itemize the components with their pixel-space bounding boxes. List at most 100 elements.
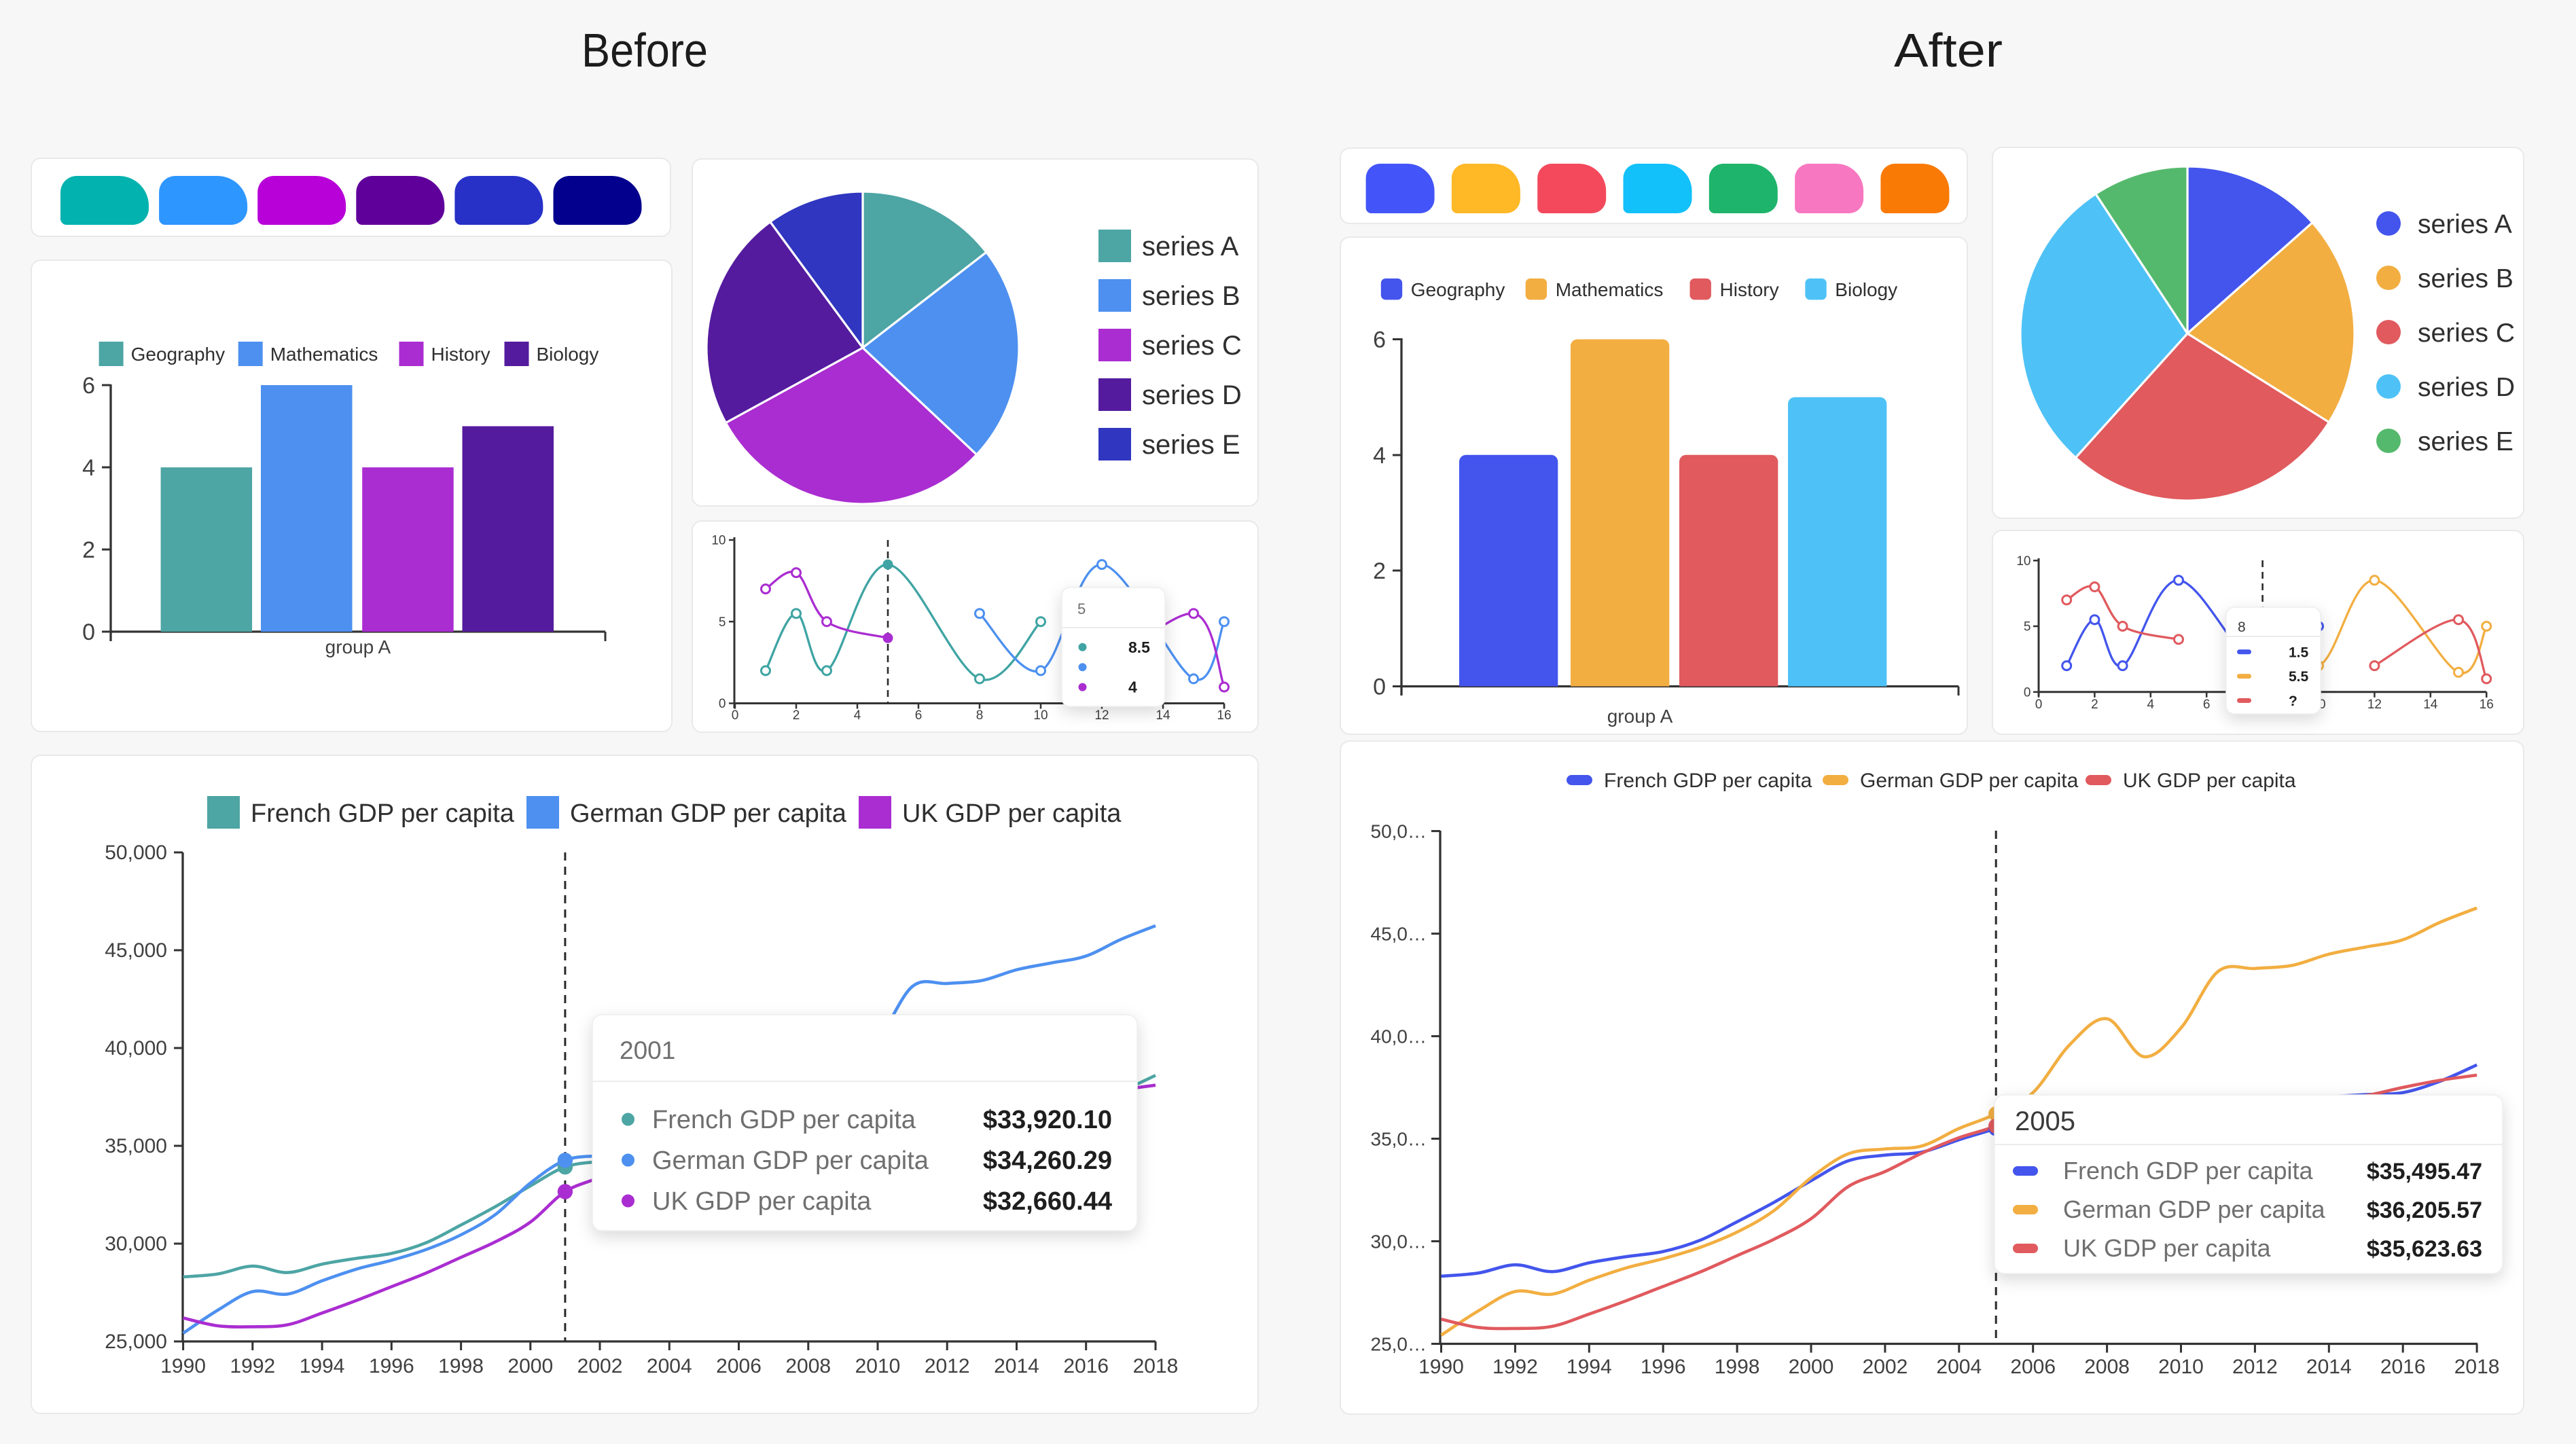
svg-text:History: History (1720, 279, 1779, 300)
svg-text:12: 12 (2367, 698, 2382, 712)
svg-text:0: 0 (719, 697, 726, 711)
svg-text:0: 0 (2024, 685, 2031, 700)
svg-text:1990: 1990 (160, 1355, 206, 1377)
svg-text:After: After (1894, 24, 2003, 77)
svg-text:4: 4 (1128, 679, 1137, 696)
svg-text:8: 8 (976, 708, 984, 723)
svg-text:series C: series C (2418, 319, 2515, 348)
svg-text:French GDP per capita: French GDP per capita (652, 1106, 916, 1134)
svg-text:series C: series C (1142, 331, 1242, 361)
svg-text:2014: 2014 (994, 1355, 1039, 1377)
svg-text:4: 4 (1373, 443, 1386, 469)
svg-text:Biology: Biology (537, 344, 599, 365)
svg-text:50,000: 50,000 (105, 842, 167, 864)
svg-text:$33,920.10: $33,920.10 (983, 1106, 1112, 1134)
svg-text:series D: series D (2418, 373, 2515, 402)
svg-text:6: 6 (2203, 698, 2211, 712)
svg-text:35,000: 35,000 (105, 1135, 167, 1157)
svg-text:35,0…: 35,0… (1371, 1129, 1427, 1150)
svg-text:4: 4 (854, 708, 861, 723)
svg-text:series A: series A (2418, 210, 2512, 239)
svg-text:12: 12 (1094, 708, 1109, 723)
svg-text:2000: 2000 (507, 1355, 553, 1377)
svg-text:UK GDP per capita: UK GDP per capita (902, 799, 1122, 828)
svg-text:2008: 2008 (2084, 1356, 2130, 1378)
svg-text:5.5: 5.5 (2289, 669, 2309, 685)
svg-text:14: 14 (2423, 698, 2438, 712)
svg-text:2000: 2000 (1789, 1356, 1834, 1378)
svg-text:45,0…: 45,0… (1371, 924, 1427, 945)
svg-text:French GDP per capita: French GDP per capita (2063, 1157, 2313, 1185)
svg-text:series B: series B (1142, 281, 1240, 311)
svg-text:16: 16 (1217, 708, 1231, 723)
svg-text:series D: series D (1142, 380, 1242, 410)
svg-text:Geography: Geography (131, 344, 226, 365)
svg-text:2012: 2012 (925, 1355, 970, 1377)
svg-text:German GDP per capita: German GDP per capita (652, 1147, 929, 1175)
svg-text:25,000: 25,000 (105, 1331, 167, 1353)
svg-text:2010: 2010 (855, 1355, 901, 1377)
svg-text:$35,623.63: $35,623.63 (2367, 1236, 2482, 1262)
svg-text:8.5: 8.5 (1128, 638, 1150, 656)
svg-text:German GDP per capita: German GDP per capita (2063, 1195, 2325, 1223)
svg-text:1998: 1998 (438, 1355, 484, 1377)
svg-text:6: 6 (82, 373, 95, 399)
svg-text:4: 4 (2147, 698, 2155, 712)
svg-text:Biology: Biology (1835, 279, 1897, 300)
svg-text:10: 10 (2016, 554, 2031, 568)
svg-text:1990: 1990 (1418, 1356, 1464, 1378)
svg-text:2014: 2014 (2306, 1356, 2352, 1378)
svg-text:History: History (431, 344, 490, 365)
svg-text:1998: 1998 (1715, 1356, 1760, 1378)
svg-text:10: 10 (711, 534, 726, 548)
svg-text:2: 2 (82, 537, 95, 563)
svg-text:2004: 2004 (647, 1355, 692, 1377)
svg-text:30,0…: 30,0… (1371, 1231, 1427, 1252)
svg-text:French GDP per capita: French GDP per capita (251, 799, 515, 828)
svg-text:4: 4 (82, 455, 95, 481)
svg-text:14: 14 (1156, 708, 1170, 723)
svg-text:6: 6 (1373, 327, 1386, 353)
svg-text:series B: series B (2418, 264, 2514, 293)
svg-text:2005: 2005 (2015, 1106, 2075, 1136)
svg-text:1994: 1994 (1567, 1356, 1612, 1378)
svg-text:2004: 2004 (1936, 1356, 1982, 1378)
svg-text:Before: Before (582, 24, 708, 77)
svg-text:2016: 2016 (2380, 1356, 2426, 1378)
svg-text:2016: 2016 (1063, 1355, 1109, 1377)
svg-text:2001: 2001 (620, 1036, 675, 1064)
svg-text:1.5: 1.5 (2289, 645, 2309, 660)
svg-text:2018: 2018 (1133, 1355, 1179, 1377)
svg-text:German GDP per capita: German GDP per capita (1860, 770, 2079, 792)
svg-text:50,0…: 50,0… (1371, 821, 1427, 842)
svg-text:2010: 2010 (2158, 1356, 2204, 1378)
svg-text:$36,205.57: $36,205.57 (2367, 1197, 2482, 1223)
svg-text:8: 8 (2238, 619, 2246, 635)
svg-text:2002: 2002 (1863, 1356, 1908, 1378)
svg-text:Mathematics: Mathematics (1556, 279, 1664, 300)
svg-text:French GDP per capita: French GDP per capita (1604, 770, 1812, 792)
svg-text:group A: group A (1607, 706, 1673, 727)
svg-text:0: 0 (1373, 674, 1386, 700)
svg-text:UK GDP per capita: UK GDP per capita (2123, 770, 2296, 792)
svg-text:16: 16 (2480, 698, 2494, 712)
svg-text:30,000: 30,000 (105, 1233, 167, 1255)
svg-text:5: 5 (1077, 600, 1086, 617)
svg-text:?: ? (2289, 693, 2297, 709)
svg-text:1996: 1996 (369, 1355, 414, 1377)
svg-text:series E: series E (2418, 427, 2514, 456)
svg-text:5: 5 (2024, 620, 2031, 634)
svg-text:Geography: Geography (1411, 279, 1505, 300)
svg-text:Mathematics: Mathematics (270, 344, 378, 365)
svg-text:6: 6 (915, 708, 923, 723)
svg-text:45,000: 45,000 (105, 939, 167, 962)
svg-text:1992: 1992 (1492, 1356, 1538, 1378)
svg-text:2006: 2006 (716, 1355, 762, 1377)
svg-text:0: 0 (732, 708, 739, 723)
svg-text:1996: 1996 (1641, 1356, 1686, 1378)
svg-text:series A: series A (1142, 232, 1239, 261)
svg-text:$32,660.44: $32,660.44 (983, 1187, 1112, 1216)
svg-text:2: 2 (2091, 698, 2098, 712)
svg-text:German GDP per capita: German GDP per capita (570, 799, 847, 828)
svg-text:10: 10 (1033, 708, 1048, 723)
